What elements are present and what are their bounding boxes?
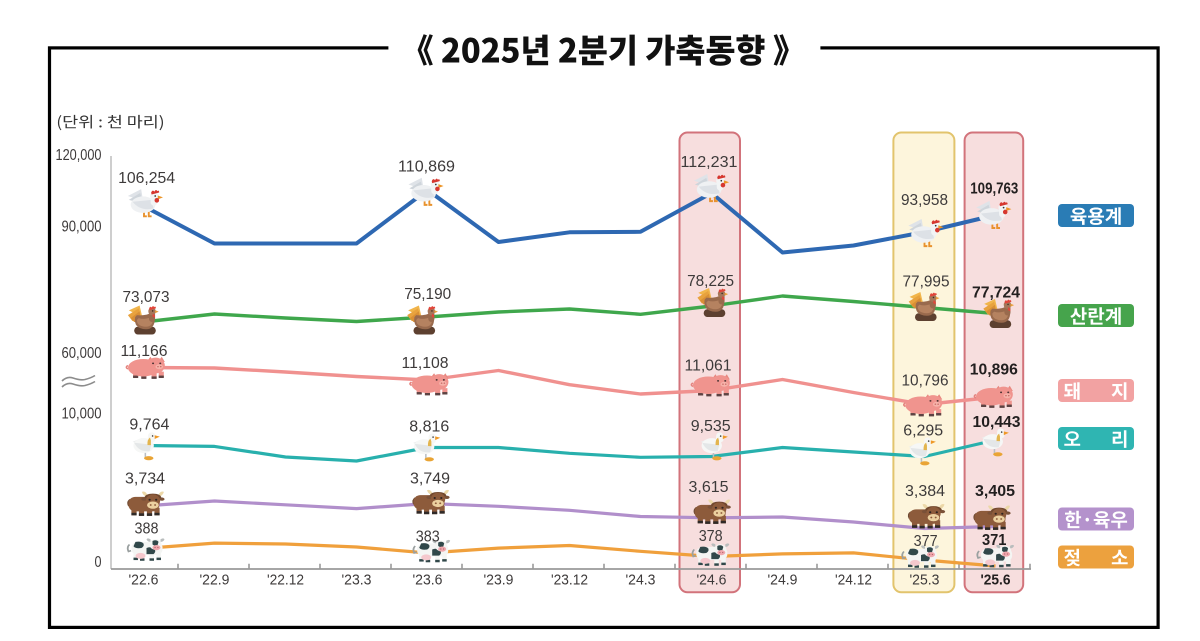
svg-text:'25.3: '25.3 [910,573,940,589]
svg-text:77,724: 77,724 [972,285,1020,302]
svg-text:'24.12: '24.12 [835,573,872,589]
svg-text:'24.6: '24.6 [697,573,727,589]
svg-text:383: 383 [416,529,440,546]
svg-text:'22.9: '22.9 [200,573,230,589]
svg-text:10,443: 10,443 [973,414,1021,431]
svg-text:106,254: 106,254 [118,170,175,187]
svg-text:'24.3: '24.3 [626,573,656,589]
svg-text:112,231: 112,231 [681,154,738,171]
svg-text:0: 0 [95,554,102,571]
svg-text:388: 388 [135,521,159,538]
svg-text:75,190: 75,190 [404,286,451,303]
svg-text:78,225: 78,225 [687,273,734,290]
svg-text:10,000: 10,000 [62,406,102,423]
svg-text:3,405: 3,405 [975,483,1015,500]
svg-text:10,796: 10,796 [902,373,949,390]
svg-text:109,763: 109,763 [970,181,1018,198]
svg-text:9,764: 9,764 [129,416,169,433]
svg-text:10,896: 10,896 [970,361,1018,378]
svg-text:6,295: 6,295 [903,423,943,440]
svg-text:93,958: 93,958 [901,192,948,209]
svg-text:8,816: 8,816 [409,419,449,436]
svg-text:'25.6: '25.6 [981,573,1011,589]
svg-text:3,749: 3,749 [410,471,450,488]
svg-text:'23.9: '23.9 [484,573,514,589]
svg-text:'23.3: '23.3 [342,573,372,589]
svg-text:'23.12: '23.12 [551,573,588,589]
svg-text:11,108: 11,108 [402,355,449,372]
svg-text:3,734: 3,734 [125,471,165,488]
svg-text:371: 371 [982,532,1007,549]
svg-text:90,000: 90,000 [62,219,102,236]
svg-text:3,615: 3,615 [689,479,729,496]
svg-text:77,995: 77,995 [903,274,950,291]
svg-text:110,869: 110,869 [398,159,455,176]
svg-text:9,535: 9,535 [691,418,731,435]
svg-text:120,000: 120,000 [56,147,102,164]
svg-text:3,384: 3,384 [905,483,945,500]
svg-text:11,166: 11,166 [121,343,168,360]
svg-text:377: 377 [914,533,938,550]
svg-text:'23.6: '23.6 [413,573,443,589]
svg-text:'24.9: '24.9 [768,573,798,589]
svg-text:378: 378 [699,528,723,545]
svg-text:11,061: 11,061 [685,357,732,374]
svg-text:'22.12: '22.12 [267,573,304,589]
svg-text:60,000: 60,000 [62,345,102,362]
svg-text:73,073: 73,073 [123,289,170,306]
svg-text:'22.6: '22.6 [129,573,159,589]
